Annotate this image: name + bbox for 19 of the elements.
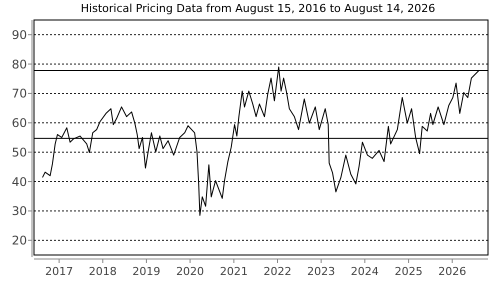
y-tick-label: 60 bbox=[12, 116, 27, 130]
x-tick-label: 2024 bbox=[350, 265, 379, 278]
x-tick-label: 2021 bbox=[220, 265, 248, 278]
x-tick-label: 2023 bbox=[307, 265, 336, 278]
y-tick-label: 70 bbox=[12, 86, 27, 101]
x-tick-label: 2026 bbox=[438, 265, 466, 278]
x-tick-label: 2019 bbox=[132, 265, 160, 278]
x-tick-label: 2025 bbox=[394, 265, 423, 278]
x-tick-label: 2022 bbox=[264, 265, 292, 278]
y-tick-label: 40 bbox=[12, 174, 27, 189]
x-tick-label: 2017 bbox=[45, 265, 74, 278]
y-tick-label: 20 bbox=[12, 234, 27, 248]
x-tick-label: 2020 bbox=[176, 265, 204, 278]
y-tick-label: 50 bbox=[12, 145, 27, 160]
y-tick-label: 90 bbox=[12, 28, 27, 42]
x-tick-label: 2018 bbox=[88, 265, 117, 278]
y-tick-label: 80 bbox=[12, 57, 27, 72]
y-tick-label: 30 bbox=[12, 204, 27, 218]
chart-title: Historical Pricing Data from August 15, 2016 to August 14, 2026 bbox=[80, 2, 436, 15]
